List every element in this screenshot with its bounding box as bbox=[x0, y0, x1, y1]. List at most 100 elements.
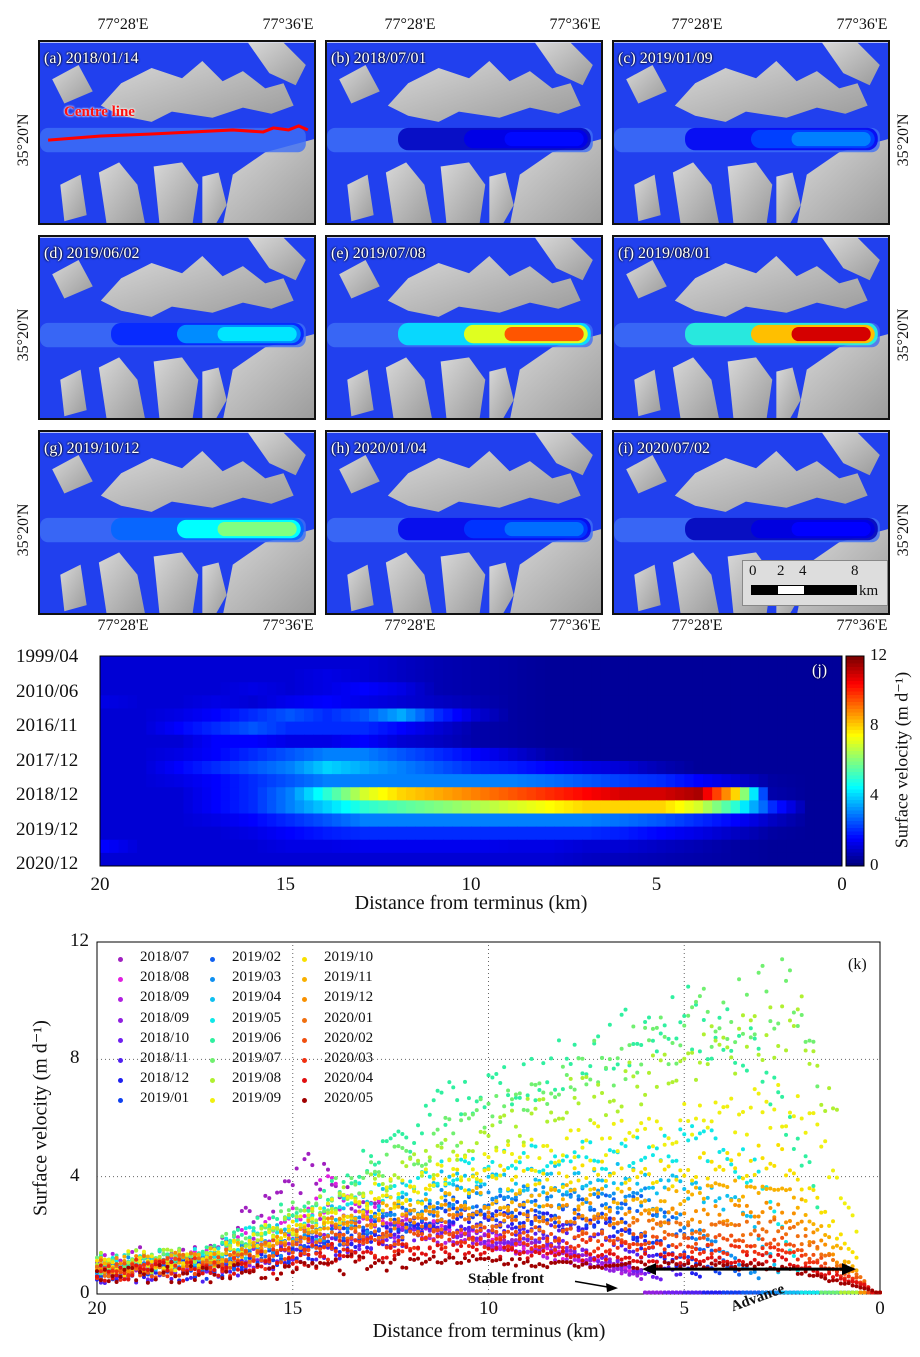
data-point bbox=[639, 1194, 643, 1198]
heatmap-cell bbox=[814, 709, 824, 723]
heatmap-cell bbox=[462, 735, 472, 749]
heatmap-cell bbox=[230, 840, 240, 854]
data-point bbox=[181, 1261, 185, 1265]
data-point bbox=[447, 1182, 451, 1186]
data-point bbox=[667, 1164, 671, 1168]
heatmap-cell bbox=[814, 787, 824, 801]
heatmap-cell bbox=[156, 748, 166, 762]
data-point bbox=[404, 1199, 408, 1203]
heatmap-cell bbox=[165, 735, 175, 749]
data-point bbox=[647, 1254, 651, 1258]
heatmap-cell bbox=[100, 814, 110, 828]
heatmap-cell bbox=[545, 722, 555, 736]
heatmap-cell bbox=[415, 709, 425, 723]
heatmap-cell bbox=[712, 722, 722, 736]
data-point bbox=[236, 1274, 240, 1278]
data-point bbox=[553, 1221, 557, 1225]
data-point bbox=[451, 1179, 455, 1183]
data-point bbox=[729, 1254, 733, 1258]
data-point bbox=[655, 1146, 659, 1150]
data-point bbox=[259, 1237, 263, 1241]
heatmap-cell bbox=[833, 695, 843, 709]
data-point bbox=[342, 1206, 346, 1210]
heatmap-cell bbox=[564, 761, 574, 775]
heatmap-cell bbox=[759, 695, 769, 709]
data-point bbox=[827, 1224, 831, 1228]
data-point bbox=[545, 1197, 549, 1201]
data-point bbox=[792, 1291, 796, 1295]
velocity-map bbox=[40, 432, 316, 615]
data-point bbox=[275, 1241, 279, 1245]
data-point bbox=[580, 1185, 584, 1189]
heatmap-cell bbox=[582, 827, 592, 841]
heatmap-cell bbox=[545, 669, 555, 683]
heatmap-cell bbox=[823, 748, 833, 762]
data-point bbox=[459, 1178, 463, 1182]
heatmap-cell bbox=[452, 800, 462, 814]
heatmap-cell bbox=[341, 827, 351, 841]
heatmap-cell bbox=[796, 840, 806, 854]
heatmap-cell bbox=[675, 787, 685, 801]
data-point bbox=[620, 1182, 624, 1186]
data-point bbox=[620, 1013, 624, 1017]
heatmap-cell bbox=[768, 682, 778, 696]
data-point bbox=[498, 1115, 502, 1119]
y-tick-label: 2017/12 bbox=[16, 750, 78, 772]
heatmap-cell bbox=[230, 787, 240, 801]
data-point bbox=[502, 1104, 506, 1108]
heatmap-cell bbox=[146, 800, 156, 814]
heatmap-cell bbox=[406, 735, 416, 749]
heatmap-cell bbox=[833, 656, 843, 670]
data-point bbox=[647, 1071, 651, 1075]
data-point bbox=[228, 1239, 232, 1243]
data-point bbox=[584, 1155, 588, 1159]
data-point bbox=[334, 1176, 338, 1180]
data-point bbox=[631, 1134, 635, 1138]
data-point bbox=[451, 1183, 455, 1187]
data-point bbox=[467, 1149, 471, 1153]
data-point bbox=[651, 1153, 655, 1157]
heatmap-cell bbox=[286, 709, 296, 723]
data-point bbox=[808, 1160, 812, 1164]
heatmap-cell bbox=[286, 814, 296, 828]
data-point bbox=[220, 1241, 224, 1245]
data-point bbox=[745, 1045, 749, 1049]
data-point bbox=[443, 1199, 447, 1203]
data-point bbox=[674, 1273, 678, 1277]
data-point bbox=[424, 1187, 428, 1191]
heatmap-cell bbox=[749, 722, 759, 736]
data-point bbox=[569, 1195, 573, 1199]
heatmap-cell bbox=[323, 774, 333, 788]
heatmap-cell bbox=[388, 814, 398, 828]
data-point bbox=[471, 1205, 475, 1209]
data-point bbox=[647, 1016, 651, 1020]
heatmap-cell bbox=[768, 787, 778, 801]
data-point bbox=[412, 1162, 416, 1166]
data-point bbox=[643, 1291, 647, 1295]
heatmap-cell bbox=[823, 800, 833, 814]
data-point bbox=[283, 1179, 287, 1183]
data-point bbox=[334, 1253, 338, 1257]
data-point bbox=[604, 1221, 608, 1225]
heatmap-cell bbox=[452, 682, 462, 696]
heatmap-cell bbox=[554, 748, 564, 762]
data-point bbox=[772, 1076, 776, 1080]
heatmap-cell bbox=[239, 735, 249, 749]
data-point bbox=[530, 1057, 534, 1061]
data-point bbox=[279, 1221, 283, 1225]
data-point bbox=[322, 1189, 326, 1193]
heatmap-cell bbox=[545, 682, 555, 696]
heatmap-cell bbox=[221, 748, 231, 762]
heatmap-cell bbox=[295, 682, 305, 696]
heatmap-cell bbox=[258, 853, 268, 867]
data-point bbox=[600, 1091, 604, 1095]
heatmap-cell bbox=[128, 735, 138, 749]
heatmap-cell bbox=[564, 814, 574, 828]
heatmap-cell bbox=[369, 735, 379, 749]
heatmap-cell bbox=[341, 787, 351, 801]
data-point bbox=[252, 1237, 256, 1241]
data-point bbox=[729, 1020, 733, 1024]
longitude-label: 77°36'E bbox=[549, 617, 600, 635]
data-point bbox=[580, 1071, 584, 1075]
